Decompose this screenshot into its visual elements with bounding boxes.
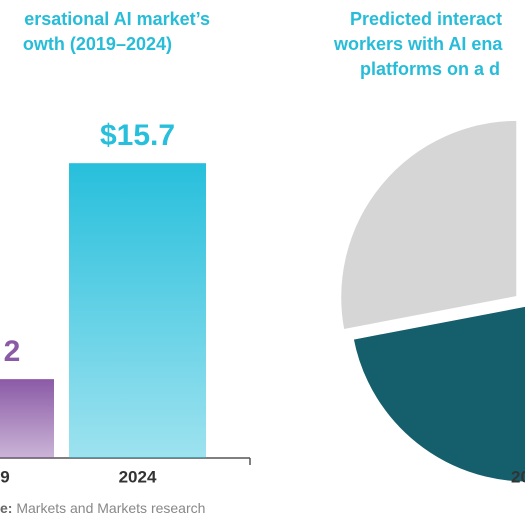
source: e: Markets and Markets research: [0, 500, 205, 516]
bar-title: owth (2019–2024): [23, 34, 172, 54]
value-label: $15.7: [100, 119, 175, 152]
pie-title: workers with AI ena: [333, 34, 503, 54]
source-label: e:: [0, 500, 12, 516]
pie-title: platforms on a d: [360, 59, 500, 79]
value-label: 2: [4, 335, 21, 368]
bar: [0, 379, 54, 458]
x-tick-label: 9: [0, 467, 9, 486]
bar: [69, 163, 206, 458]
pie-title: Predicted interact: [350, 9, 502, 29]
pie-slice: [350, 303, 525, 485]
pie-caption: 20: [511, 467, 525, 486]
bar-title: ersational AI market’s: [24, 9, 210, 29]
source-text: Markets and Markets research: [16, 500, 205, 516]
x-tick-label: 2024: [119, 467, 157, 486]
pie-slice: [338, 117, 520, 333]
